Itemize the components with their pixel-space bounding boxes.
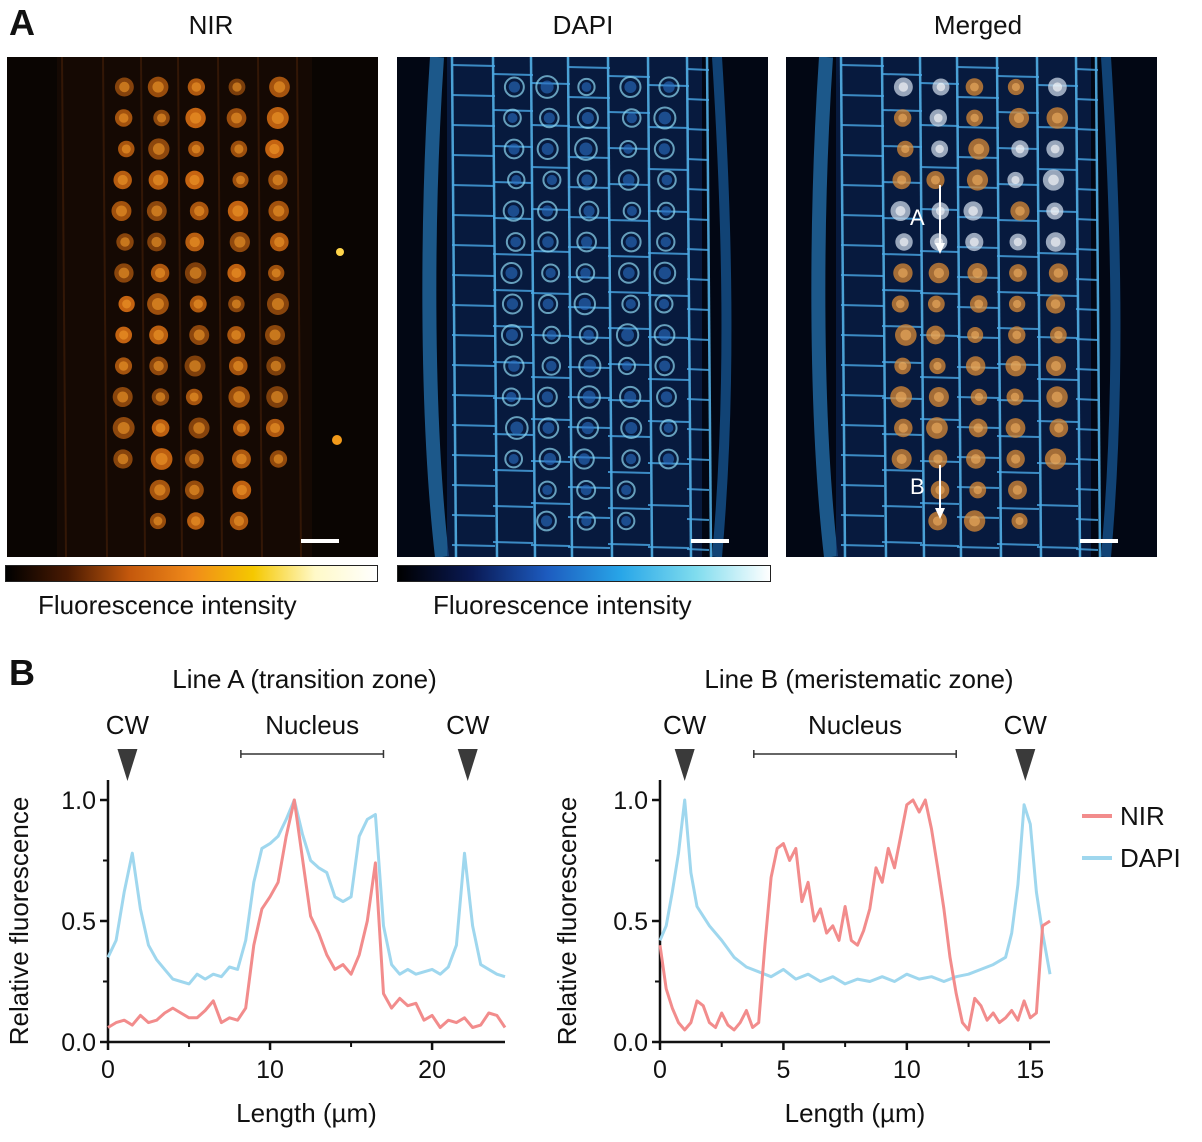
chart-title: Line A (transition zone) <box>172 664 437 694</box>
nucleus-label: Nucleus <box>808 710 902 740</box>
axes <box>106 780 505 1044</box>
legend-label-dapi: DAPI <box>1120 843 1181 873</box>
nucleus-label: Nucleus <box>265 710 359 740</box>
y-tick-label: 0.0 <box>61 1029 96 1057</box>
cell-wall-label: CW <box>663 710 707 740</box>
cell-wall-arrow <box>674 749 695 781</box>
title-nir: NIR <box>188 10 234 40</box>
legend-label-nir: NIR <box>1120 801 1165 831</box>
line-b-arrow: B <box>910 465 945 519</box>
series-line-nir <box>107 798 507 1029</box>
legend: NIR DAPI <box>1082 801 1181 873</box>
nir-image <box>7 57 378 557</box>
cell-wall-arrow <box>1015 749 1036 781</box>
series-line-dapi <box>658 798 1052 986</box>
x-axis-label: Length (µm) <box>236 1098 377 1128</box>
y-tick-label: 1.0 <box>61 787 96 815</box>
title-dapi: DAPI <box>552 10 614 40</box>
dapi-image <box>397 57 768 557</box>
axes <box>658 780 1050 1044</box>
x-tick-label: 10 <box>256 1056 284 1084</box>
cell-wall-label: CW <box>1004 710 1048 740</box>
y-axis-label: Relative fluorescence <box>552 797 582 1046</box>
line-b-label: B <box>910 474 925 499</box>
line-b-chart: Line B (meristematic zone) CW Nucleus CW 0.0… <box>552 664 1052 1128</box>
x-tick-label: 0 <box>101 1056 115 1084</box>
y-tick-label: 0.5 <box>613 908 648 936</box>
nir-colorbar <box>5 565 378 582</box>
x-tick-label: 10 <box>893 1056 921 1084</box>
merged-image: A B <box>786 57 1157 557</box>
series-line-dapi <box>106 798 506 986</box>
nucleus-bracket <box>240 750 385 758</box>
cell-wall-label: CW <box>446 710 490 740</box>
line-a-chart: Line A (transition zone) CW Nucleus CW 0.0 0.… <box>4 664 507 1128</box>
dapi-colorbar-label: Fluorescence intensity <box>433 590 692 620</box>
series-line-nir <box>658 798 1051 1032</box>
y-tick-label: 0.0 <box>613 1029 648 1057</box>
x-tick-label: 20 <box>418 1056 446 1084</box>
y-tick-label: 0.5 <box>61 908 96 936</box>
x-tick-label: 5 <box>776 1056 790 1084</box>
dapi-colorbar <box>397 565 771 582</box>
nir-colorbar-label: Fluorescence intensity <box>38 590 297 620</box>
title-merged: Merged <box>933 10 1023 40</box>
x-tick-label: 0 <box>653 1056 667 1084</box>
y-axis-label: Relative fluorescence <box>4 797 34 1046</box>
line-a-arrow: A <box>910 185 945 254</box>
x-axis-label: Length (µm) <box>785 1098 926 1128</box>
cell-wall-arrow <box>457 749 478 781</box>
cell-wall-arrow <box>117 749 138 781</box>
nucleus-bracket <box>753 750 957 758</box>
panel-letter-b: B <box>9 652 35 693</box>
chart-title: Line B (meristematic zone) <box>704 664 1013 694</box>
line-a-label: A <box>910 205 925 230</box>
x-tick-label: 15 <box>1016 1056 1044 1084</box>
y-tick-label: 1.0 <box>613 787 648 815</box>
cell-wall-label: CW <box>106 710 150 740</box>
panel-letter-a: A <box>9 2 35 43</box>
